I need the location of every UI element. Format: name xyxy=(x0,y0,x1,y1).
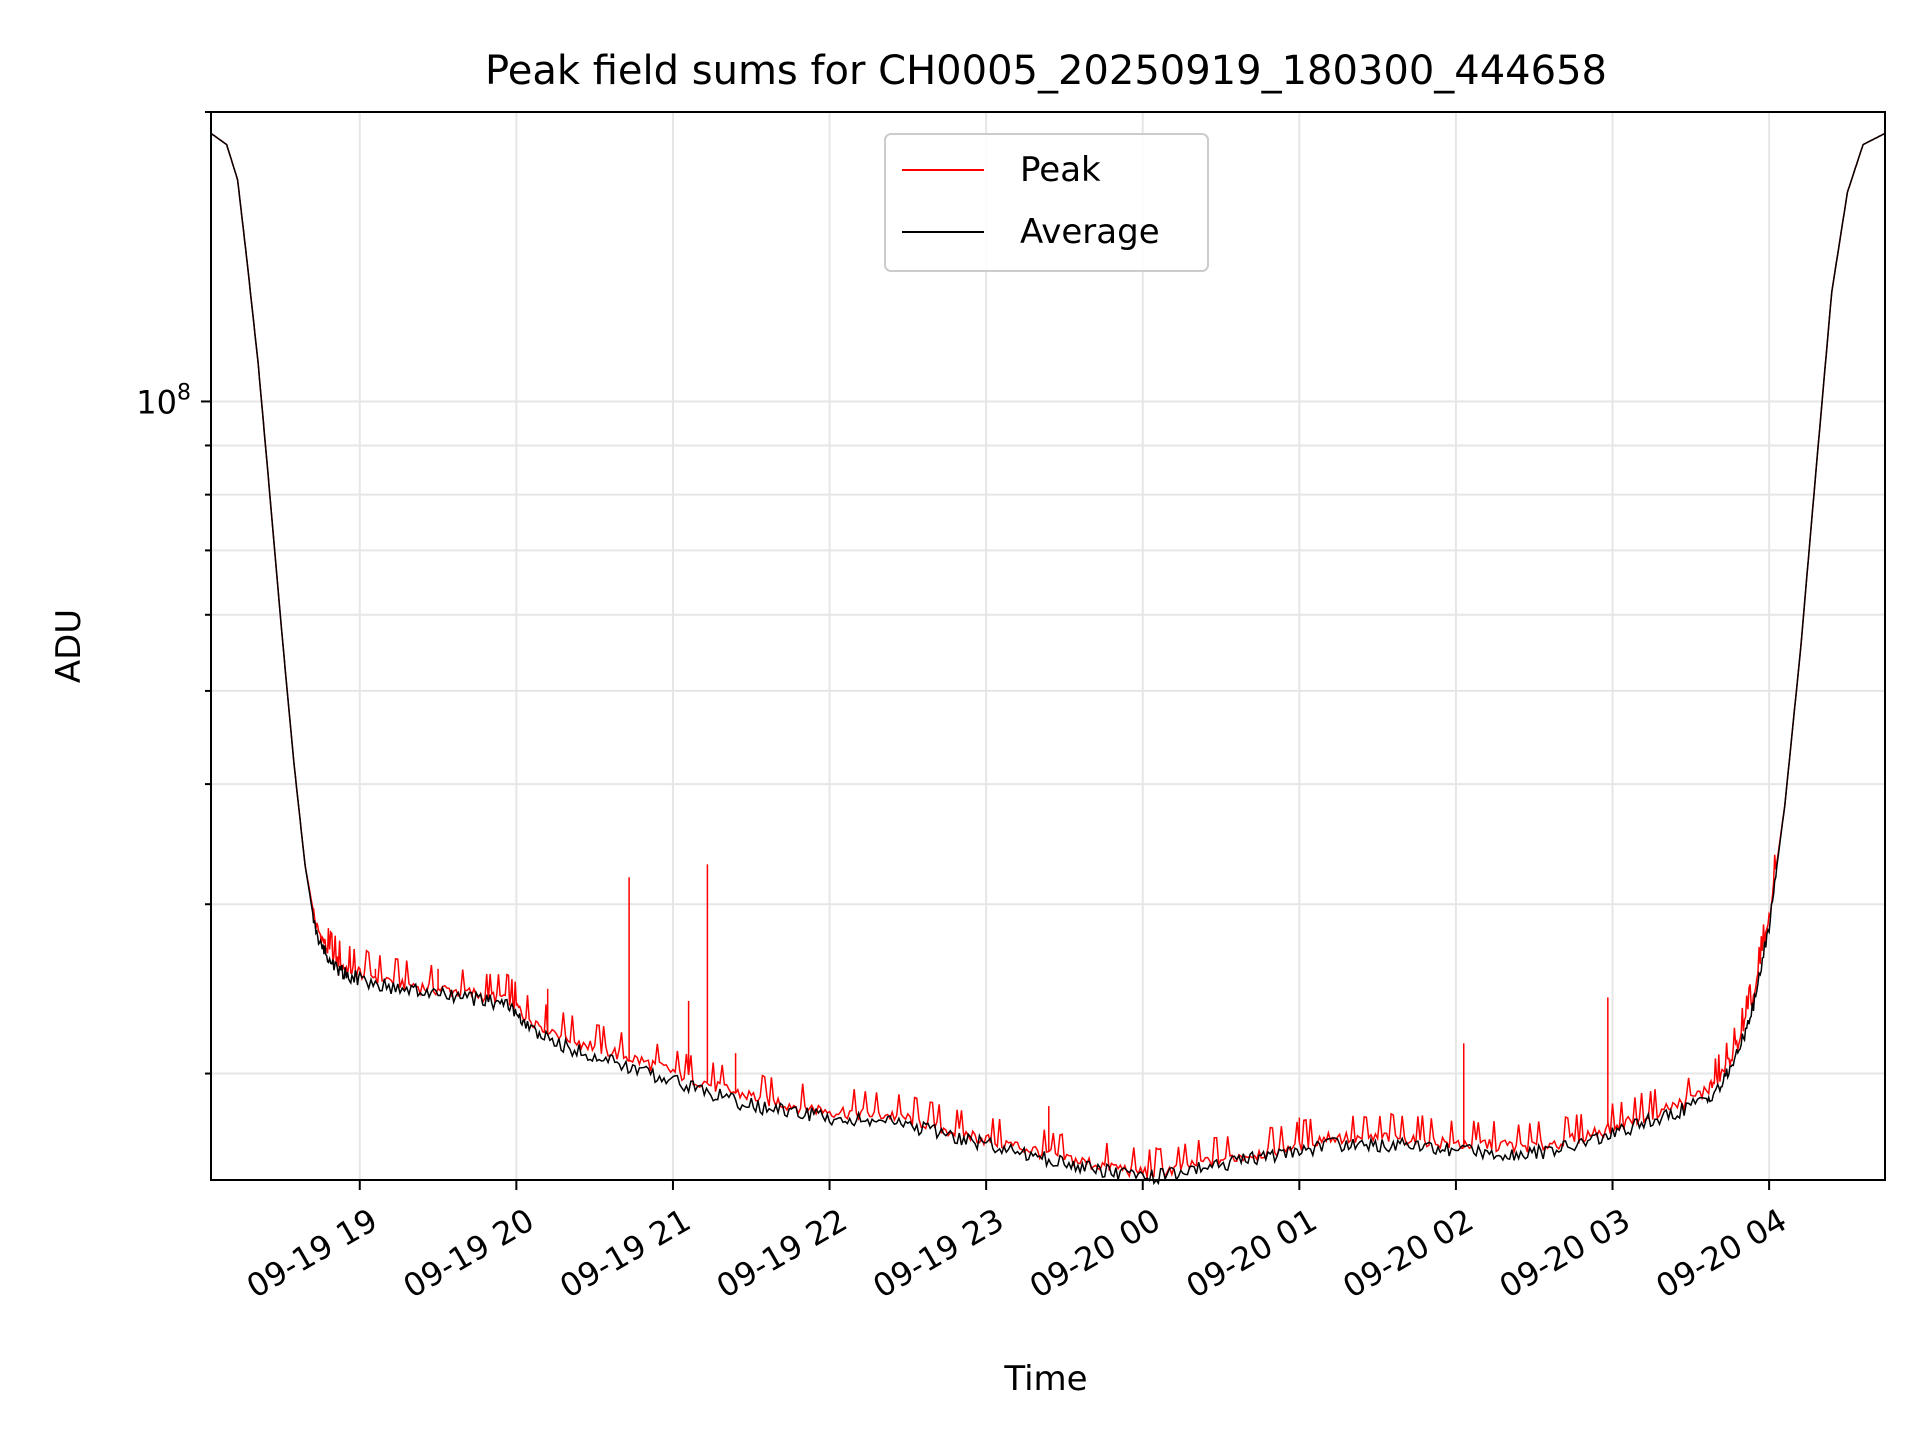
y-tick-label-exponent: 8 xyxy=(177,380,191,405)
y-axis-label: ADU xyxy=(49,609,89,683)
series-layer xyxy=(210,132,1886,1186)
legend-box xyxy=(884,133,1209,272)
chart-title: Peak field sums for CH0005_20250919_1803… xyxy=(485,48,1607,94)
peak-series-line xyxy=(210,132,1886,1179)
legend: Peak Average xyxy=(884,133,1209,272)
legend-average-label: Average xyxy=(1020,212,1160,252)
x-axis-label: Time xyxy=(1003,1359,1087,1399)
y-tick-label: 108 xyxy=(136,380,191,421)
average-series-line xyxy=(210,132,1886,1186)
y-tick-label-base: 10 xyxy=(136,383,177,421)
plot-frame xyxy=(210,111,1886,1181)
legend-peak-label: Peak xyxy=(1020,150,1101,190)
